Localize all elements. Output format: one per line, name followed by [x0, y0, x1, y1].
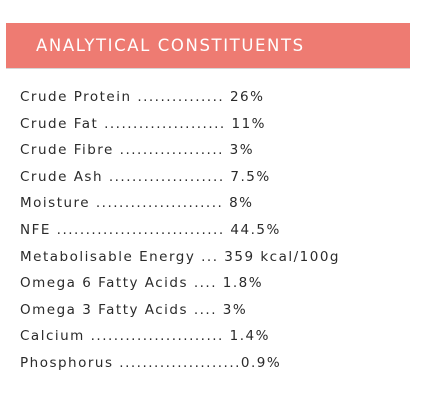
constituent-omega-6: Omega 6 Fatty Acids .... 1.8%	[20, 275, 264, 292]
constituent-crude-protein: Crude Protein ............... 26%	[20, 89, 265, 105]
constituent-nfe: NFE ............................. 44.5%	[20, 221, 281, 238]
constituent-crude-ash: Crude Ash .................... 7.5%	[20, 168, 271, 185]
constituent-metabolisable-energy: Metabolisable Energy ... 359 kcal/100g	[20, 248, 340, 265]
constituent-crude-fibre: Crude Fibre .................. 3%	[20, 142, 255, 159]
divider	[6, 68, 410, 69]
constituent-calcium: Calcium ....................... 1.4%	[20, 328, 270, 345]
constituent-phosphorus: Phosphorus .....................0.9%	[20, 354, 282, 371]
constituent-omega-3: Omega 3 Fatty Acids .... 3%	[20, 301, 248, 318]
section-title: ANALYTICAL CONSTITUENTS	[36, 36, 305, 55]
constituent-crude-fat: Crude Fat ..................... 11%	[20, 115, 266, 132]
constituent-moisture: Moisture ...................... 8%	[20, 195, 254, 212]
section-header: ANALYTICAL CONSTITUENTS	[6, 23, 410, 68]
constituents-list: Crude Protein ............... 26% Crude …	[20, 84, 340, 377]
